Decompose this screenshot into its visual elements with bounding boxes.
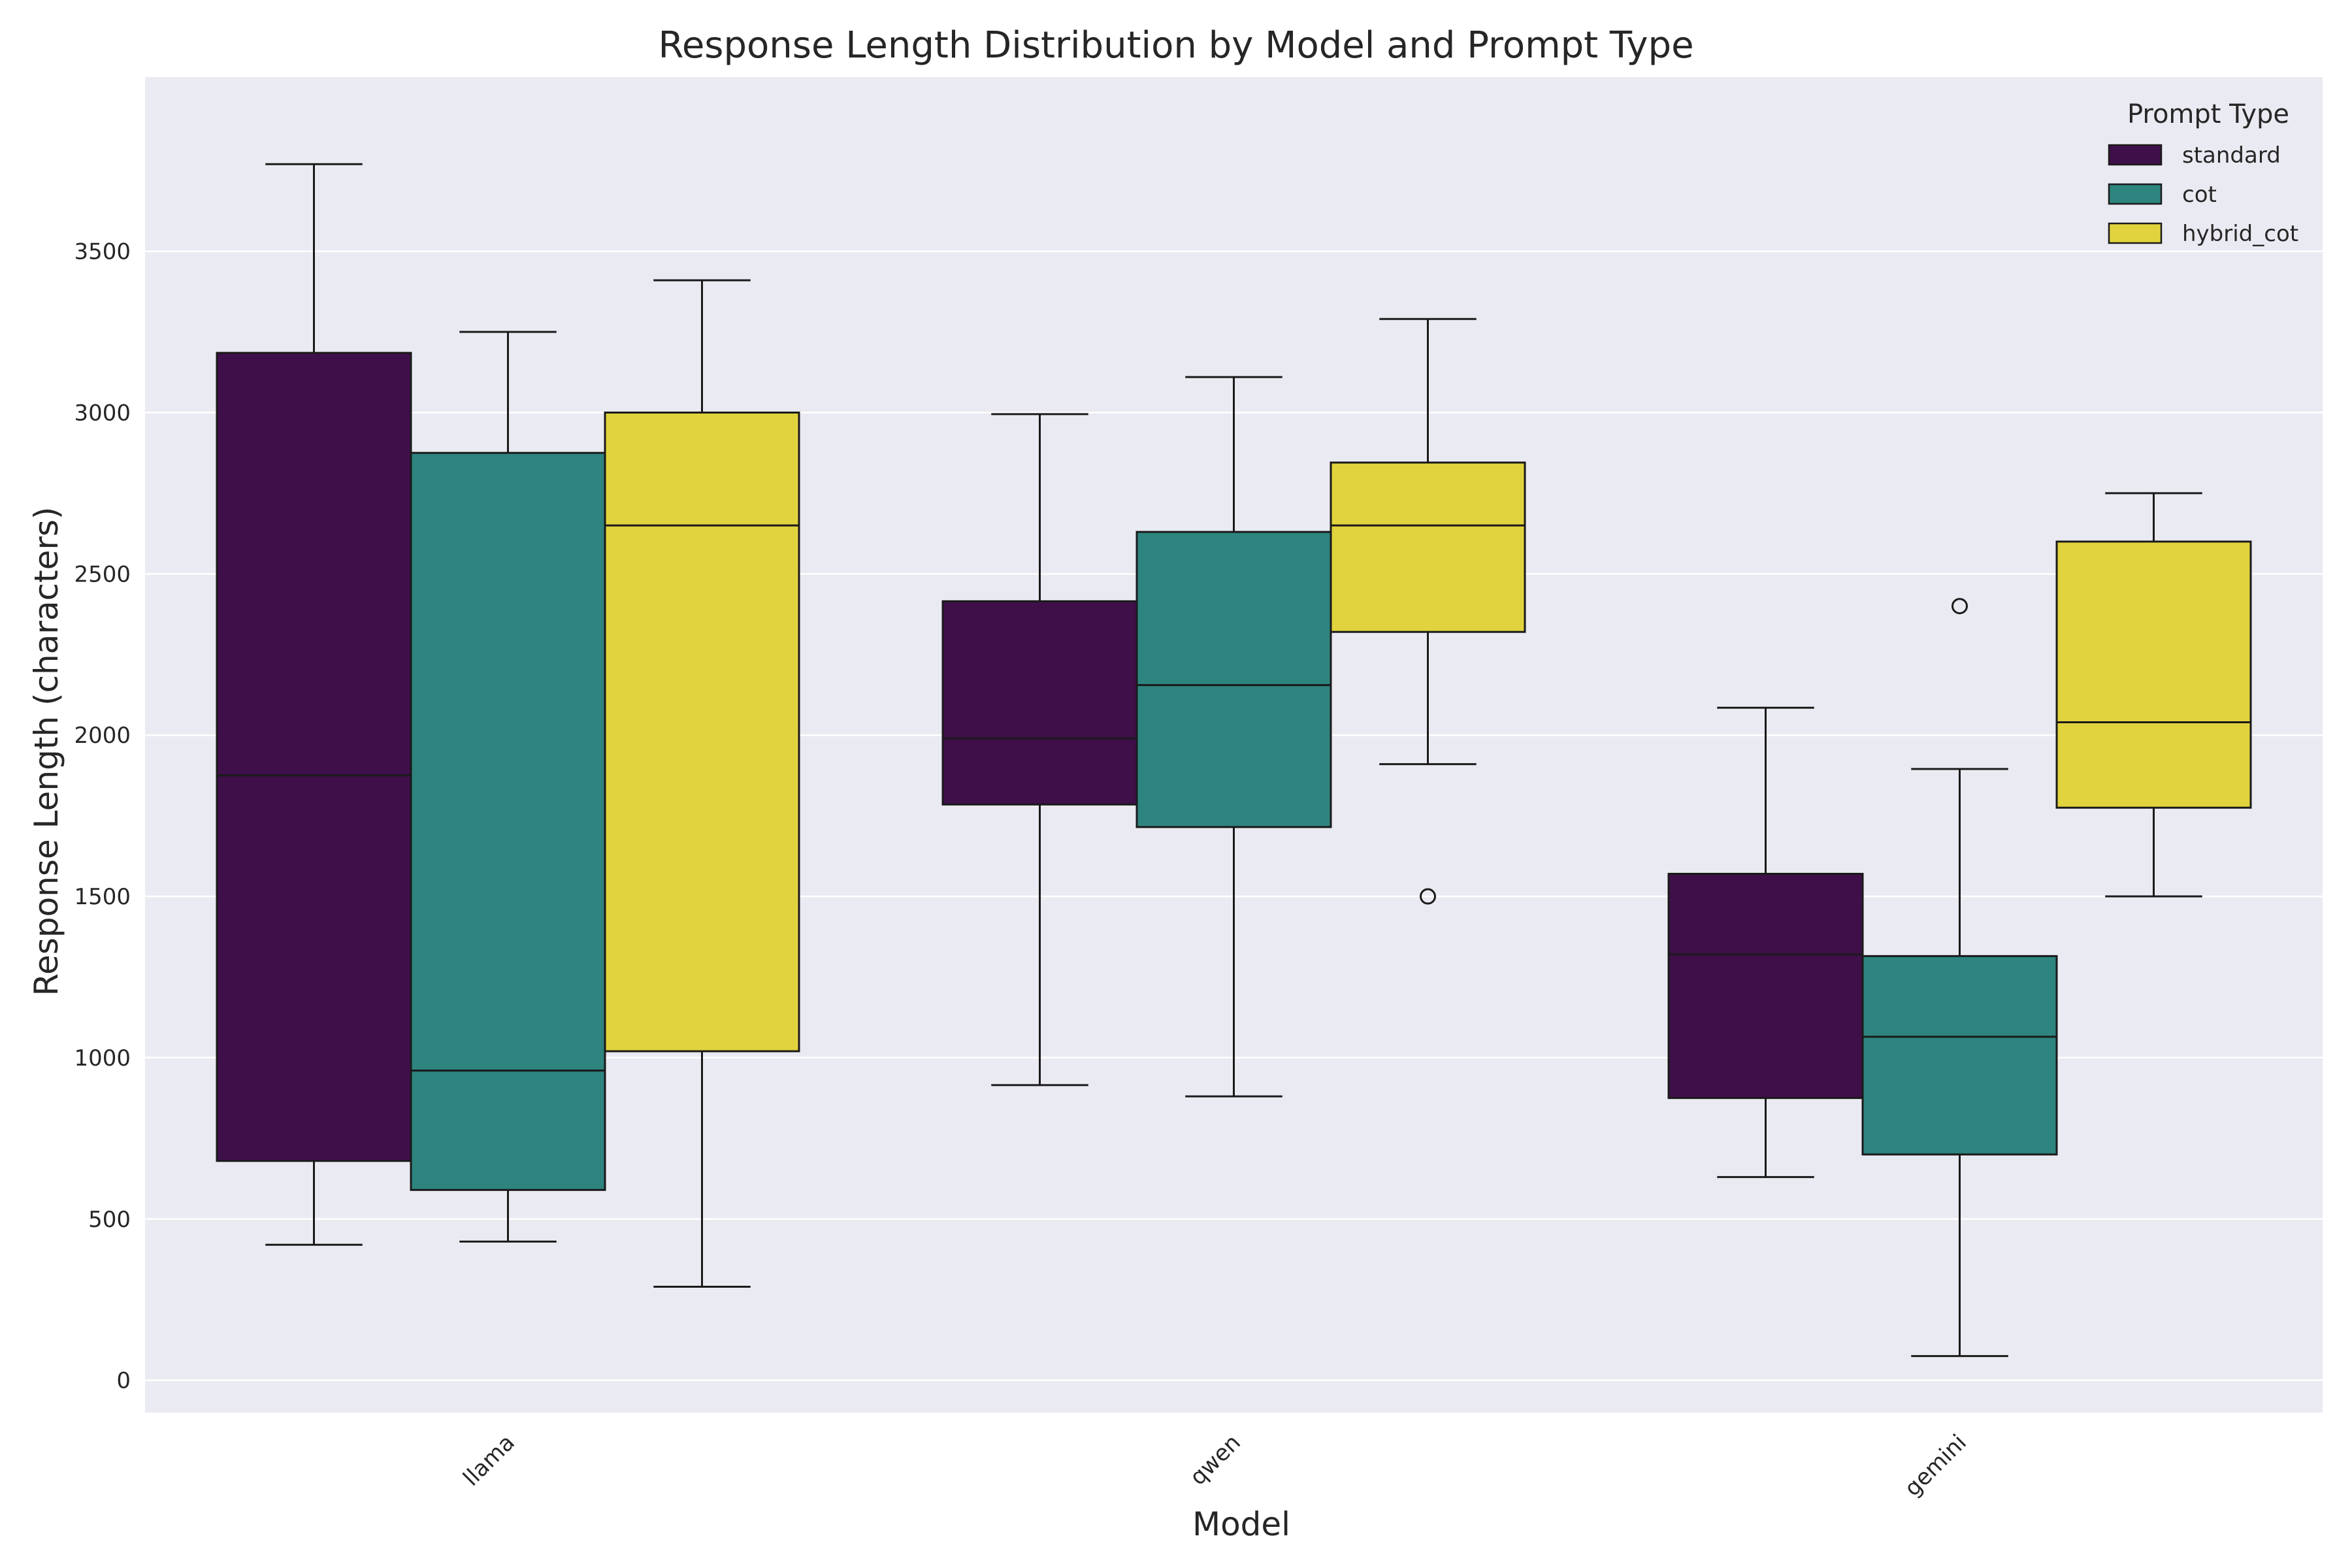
legend: Prompt Type standard cot hybrid_cot (2108, 99, 2298, 247)
legend-swatch-cot (2108, 183, 2163, 205)
iqr-box (216, 351, 412, 1162)
box-qwen-hybrid_cot (1330, 318, 1526, 905)
box-gemini-cot (1861, 598, 2058, 1358)
iqr-box (1861, 955, 2058, 1156)
legend-label-hybrid_cot: hybrid_cot (2182, 221, 2298, 247)
y-axis-title: Response Length (characters) (27, 507, 65, 996)
x-axis-title: Model (1192, 1505, 1290, 1543)
iqr-box (1135, 531, 1332, 828)
legend-items: standard cot hybrid_cot (2108, 142, 2298, 247)
legend-label-standard: standard (2182, 142, 2281, 169)
iqr-box (1667, 872, 1864, 1100)
box-gemini-standard (1667, 706, 1864, 1179)
legend-title: Prompt Type (2127, 99, 2289, 129)
box-qwen-cot (1135, 376, 1332, 1098)
boxes (216, 163, 2252, 1358)
iqr-box (604, 411, 800, 1053)
legend-label-cot: cot (2182, 182, 2217, 208)
outlier-point (1952, 598, 1968, 615)
y-tick-label: 2000 (74, 723, 131, 749)
iqr-box (410, 451, 606, 1191)
y-tick-label: 1500 (74, 884, 131, 910)
y-tick-label: 2500 (74, 561, 131, 587)
box-llama-standard (216, 163, 412, 1246)
y-tick-label: 500 (88, 1207, 131, 1233)
y-tick-label: 0 (116, 1368, 131, 1394)
box-llama-cot (410, 331, 606, 1243)
iqr-box (2055, 540, 2252, 809)
box-gemini-hybrid_cot (2055, 492, 2252, 898)
y-tick-labels: 0 500 1000 1500 2000 2500 3000 3500 (74, 239, 131, 1394)
legend-swatch-hybrid_cot (2108, 222, 2163, 244)
outlier-point (1420, 888, 1436, 905)
y-tick-label: 3000 (74, 400, 131, 426)
chart-title: Response Length Distribution by Model an… (658, 24, 1693, 67)
box-llama-hybrid_cot (604, 279, 800, 1288)
y-tick-label: 1000 (74, 1045, 131, 1071)
legend-swatch-standard (2108, 144, 2163, 166)
y-tick-label: 3500 (74, 239, 131, 265)
iqr-box (941, 600, 1138, 806)
box-qwen-standard (941, 413, 1138, 1086)
iqr-box (1330, 461, 1526, 633)
